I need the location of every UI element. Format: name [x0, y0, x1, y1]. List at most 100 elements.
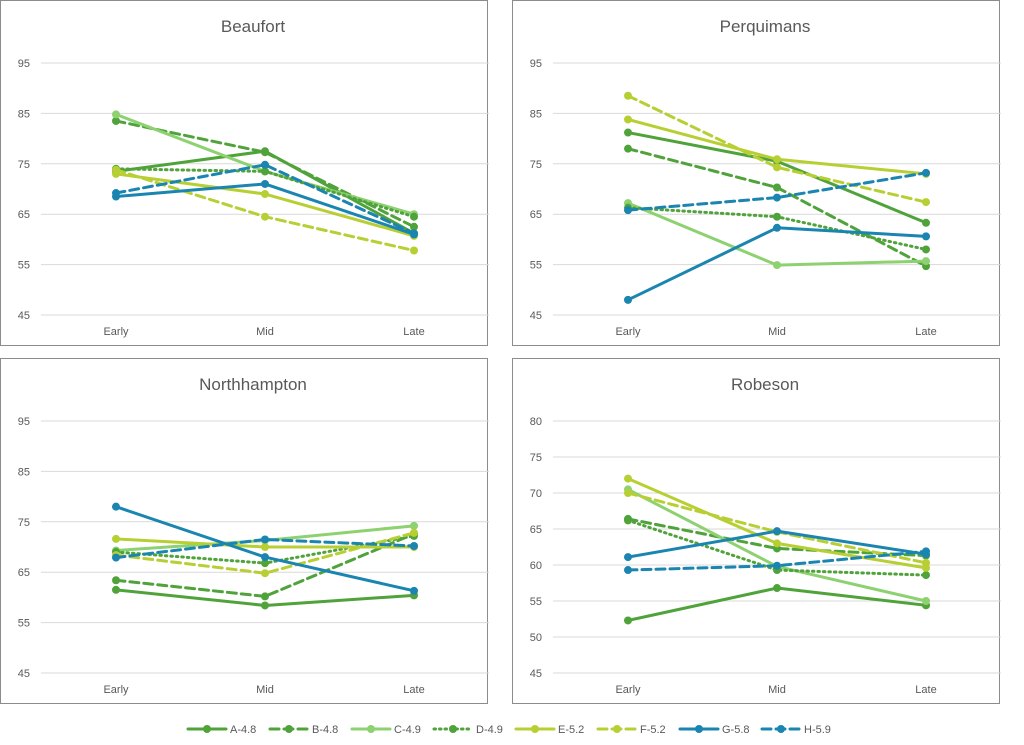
data-point — [773, 163, 781, 172]
data-point — [410, 246, 418, 255]
y-tick-label: 45 — [18, 310, 30, 322]
legend-entry: H-5.9 — [760, 724, 831, 736]
data-point — [410, 586, 418, 595]
data-point — [624, 489, 632, 497]
data-point — [922, 232, 930, 241]
chart-panel-robeson: Robeson 45 50 55 60 65 70 75 80 Early Mid Late — [512, 358, 1001, 704]
data-point — [624, 206, 632, 215]
data-point — [624, 566, 632, 575]
y-tick-label: 95 — [530, 58, 542, 70]
y-tick-label: 75 — [18, 517, 30, 529]
series-line — [114, 119, 416, 229]
data-point — [261, 553, 269, 562]
data-point — [922, 257, 930, 266]
y-tick-label: 65 — [18, 209, 30, 221]
data-point — [410, 229, 418, 238]
chart-title: Northhampton — [199, 375, 307, 394]
data-point — [112, 502, 120, 511]
data-point — [112, 110, 120, 119]
y-tick-label: 70 — [530, 488, 542, 500]
y-tick-label: 55 — [530, 260, 542, 272]
legend-label: D-4.9 — [476, 724, 503, 736]
x-tick-label: Mid — [256, 326, 274, 338]
chart-title: Beaufort — [221, 17, 286, 36]
legend-label: G-5.8 — [722, 724, 750, 736]
data-point — [112, 576, 120, 585]
data-point — [624, 144, 632, 153]
data-point — [624, 553, 632, 562]
data-point — [261, 148, 269, 157]
x-tick-label: Mid — [768, 684, 786, 696]
x-tick-label: Early — [615, 684, 641, 696]
series-line — [626, 518, 928, 577]
legend-marker — [285, 725, 293, 733]
legend-entry: E-5.2 — [514, 724, 584, 736]
chart-svg: Robeson 45 50 55 60 65 70 75 80 Early Mid Late — [530, 375, 1001, 696]
data-point — [261, 212, 269, 221]
data-point — [773, 212, 781, 221]
legend-entry: C-4.9 — [350, 724, 421, 736]
series-line — [626, 586, 928, 622]
data-point — [922, 597, 930, 605]
chart-panel-beaufort: Beaufort 45 55 65 75 85 95 Early Mid Late — [0, 0, 489, 346]
y-tick-label: 95 — [18, 58, 30, 70]
y-tick-label: 75 — [530, 452, 542, 464]
data-point — [773, 193, 781, 202]
chart-legend: A-4.8 B-4.8 C-4.9 D-4.9 E-5.2 F-5.2 G-5.8 H-5.9 — [0, 716, 1024, 740]
data-point — [112, 534, 120, 543]
data-point — [624, 516, 632, 525]
data-point — [410, 521, 418, 530]
chart-svg: Perquimans 45 55 65 75 85 95 Early Mid Late — [530, 17, 1001, 338]
data-point — [624, 115, 632, 124]
data-point — [261, 535, 269, 544]
chart-svg: Beaufort 45 55 65 75 85 95 Early Mid Late — [18, 17, 489, 338]
y-tick-label: 85 — [18, 466, 30, 478]
data-point — [922, 198, 930, 207]
y-tick-label: 85 — [18, 108, 30, 120]
data-point — [410, 222, 418, 231]
chart-svg: Northhampton 45 55 65 75 85 95 Early Mid Late — [18, 375, 489, 696]
x-tick-label: Late — [403, 684, 424, 696]
y-tick-label: 95 — [18, 416, 30, 428]
data-point — [112, 165, 120, 174]
data-point — [261, 160, 269, 169]
y-tick-label: 55 — [18, 618, 30, 630]
y-tick-label: 60 — [530, 560, 542, 572]
y-tick-label: 80 — [530, 416, 542, 428]
data-point — [922, 245, 930, 254]
data-point — [773, 223, 781, 232]
y-tick-label: 55 — [530, 596, 542, 608]
data-point — [261, 569, 269, 578]
y-tick-label: 55 — [18, 260, 30, 272]
legend-marker — [203, 725, 211, 733]
legend-label: F-5.2 — [640, 724, 666, 736]
data-point — [112, 553, 120, 562]
x-tick-label: Early — [103, 326, 129, 338]
data-point — [922, 168, 930, 177]
data-point — [922, 547, 930, 556]
legend-entry: D-4.9 — [432, 724, 503, 736]
legend-entry: B-4.8 — [268, 724, 338, 736]
y-tick-label: 65 — [530, 524, 542, 536]
data-point — [261, 601, 269, 610]
data-point — [261, 543, 269, 551]
data-point — [773, 584, 781, 593]
data-point — [410, 528, 418, 537]
legend-label: E-5.2 — [558, 724, 584, 736]
legend-marker — [367, 725, 375, 733]
data-point — [773, 561, 781, 570]
y-tick-label: 65 — [530, 209, 542, 221]
chart-title: Perquimans — [720, 17, 811, 36]
legend-label: A-4.8 — [230, 724, 256, 736]
data-point — [410, 541, 418, 550]
legend-marker — [449, 725, 457, 733]
legend-marker — [531, 725, 539, 733]
x-tick-label: Early — [615, 326, 641, 338]
series-line — [626, 94, 928, 204]
legend-marker — [777, 725, 785, 733]
x-tick-label: Early — [103, 684, 129, 696]
x-tick-label: Late — [915, 684, 936, 696]
chart-title: Robeson — [731, 375, 799, 394]
legend-entry: A-4.8 — [186, 724, 256, 736]
series-line — [114, 163, 416, 235]
